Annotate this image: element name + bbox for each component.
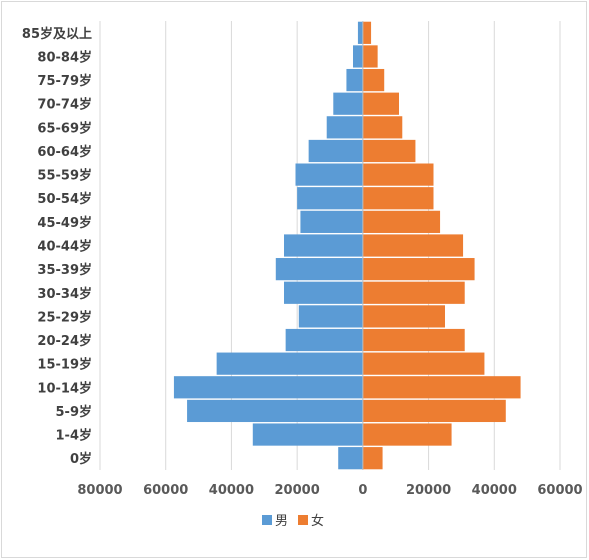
- bar-female-1: [362, 423, 452, 446]
- bar-female-8: [362, 258, 475, 281]
- category-labels: 0岁 1-4岁 5-9岁 10-14岁 15-19岁 20-24岁 25-29岁 30-34岁…: [22, 26, 92, 467]
- bar-male-14: [326, 116, 363, 139]
- bar-male-7: [284, 281, 363, 304]
- bar-female-0: [362, 447, 383, 470]
- bar-male-17: [353, 45, 363, 68]
- category-label: 5-9岁: [56, 404, 93, 420]
- category-label: 0岁: [70, 451, 92, 467]
- bar-male-15: [333, 92, 363, 115]
- bar-male-8: [275, 258, 363, 281]
- bar-male-0: [338, 447, 363, 470]
- bar-male-5: [285, 328, 363, 352]
- bar-female-11: [362, 187, 434, 210]
- bar-female-12: [362, 163, 434, 186]
- bar-female-13: [362, 139, 416, 163]
- legend-label: 女: [311, 513, 324, 529]
- bar-female-7: [362, 281, 465, 304]
- category-label: 35-39岁: [37, 262, 92, 278]
- bar-female-17: [362, 45, 378, 68]
- bar-female-18: [362, 21, 372, 44]
- bar-female-6: [362, 305, 445, 328]
- tick-labels: 80000 60000 40000 20000 0 20000 40000 60000: [77, 483, 582, 498]
- legend: 男女: [262, 513, 324, 529]
- bar-female-2: [362, 399, 506, 423]
- category-label: 1-4岁: [56, 428, 93, 444]
- x-tick-label: 60000: [143, 483, 188, 498]
- category-label: 40-44岁: [37, 239, 92, 255]
- bar-female-10: [362, 210, 441, 233]
- x-tick-label: 40000: [209, 483, 254, 498]
- x-tick-label: 60000: [537, 483, 582, 498]
- legend-swatch: [262, 515, 272, 525]
- bar-male-13: [308, 139, 363, 163]
- category-label: 15-19岁: [37, 357, 92, 373]
- bar-male-4: [216, 352, 363, 375]
- bar-male-11: [297, 187, 363, 210]
- x-tick-label: 20000: [406, 483, 451, 498]
- x-tick-label: 20000: [275, 483, 320, 498]
- bars: [173, 21, 521, 470]
- bar-male-18: [357, 21, 363, 44]
- category-label: 25-29岁: [37, 309, 92, 325]
- bar-male-10: [300, 210, 363, 233]
- bar-male-3: [173, 376, 363, 399]
- bar-female-5: [362, 328, 465, 352]
- category-label: 70-74岁: [37, 97, 92, 113]
- bar-male-2: [187, 399, 363, 423]
- category-label: 65-69岁: [37, 120, 92, 136]
- bar-female-15: [362, 92, 399, 115]
- bar-female-3: [362, 376, 521, 399]
- category-label: 55-59岁: [37, 168, 92, 184]
- bar-female-4: [362, 352, 485, 375]
- category-label: 10-14岁: [37, 380, 92, 396]
- bar-male-9: [284, 234, 363, 257]
- bar-male-12: [295, 163, 363, 186]
- x-tick-label: 40000: [472, 483, 517, 498]
- x-tick-label: 0: [358, 483, 367, 498]
- legend-label: 男: [275, 514, 288, 529]
- bar-male-16: [346, 68, 363, 92]
- category-label: 20-24岁: [37, 333, 92, 349]
- bar-female-9: [362, 234, 464, 257]
- category-label: 50-54岁: [37, 191, 92, 207]
- category-label: 75-79岁: [37, 73, 92, 89]
- category-label: 30-34岁: [37, 286, 92, 302]
- category-label: 80-84岁: [37, 49, 92, 65]
- category-label: 45-49岁: [37, 215, 92, 231]
- category-label: 60-64岁: [37, 144, 92, 160]
- x-tick-label: 80000: [77, 483, 122, 498]
- bar-female-14: [362, 116, 403, 139]
- bar-male-1: [252, 423, 363, 446]
- bar-male-6: [298, 305, 363, 328]
- legend-swatch: [298, 515, 308, 525]
- category-label: 85岁及以上: [22, 26, 92, 42]
- bar-female-16: [362, 68, 385, 92]
